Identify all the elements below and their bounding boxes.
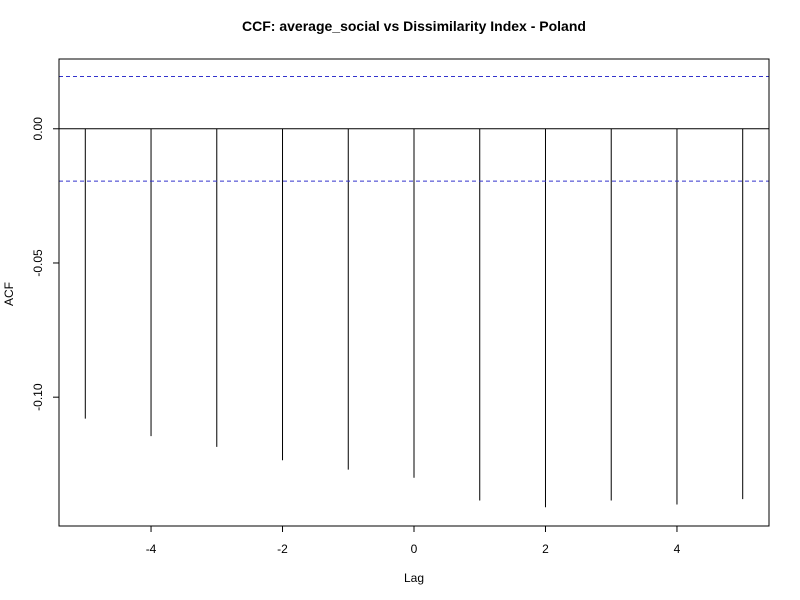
y-tick-label: -0.05 <box>31 249 45 277</box>
y-axis: 0.00 -0.05 -0.10 <box>31 117 59 411</box>
x-axis-label: Lag <box>404 571 424 585</box>
x-axis: -4 -2 0 2 4 <box>146 526 681 556</box>
ccf-bars <box>84 128 744 508</box>
x-tick-label: -4 <box>146 542 157 556</box>
x-tick-label: 4 <box>674 542 681 556</box>
x-tick-label: 2 <box>542 542 549 556</box>
chart-title: CCF: average_social vs Dissimilarity Ind… <box>242 18 586 34</box>
y-tick-label: 0.00 <box>31 117 45 141</box>
x-tick-label: -2 <box>277 542 288 556</box>
y-axis-label: ACF <box>2 282 16 306</box>
confidence-bounds <box>59 75 769 182</box>
y-tick-label: -0.10 <box>31 383 45 411</box>
x-tick-label: 0 <box>411 542 418 556</box>
